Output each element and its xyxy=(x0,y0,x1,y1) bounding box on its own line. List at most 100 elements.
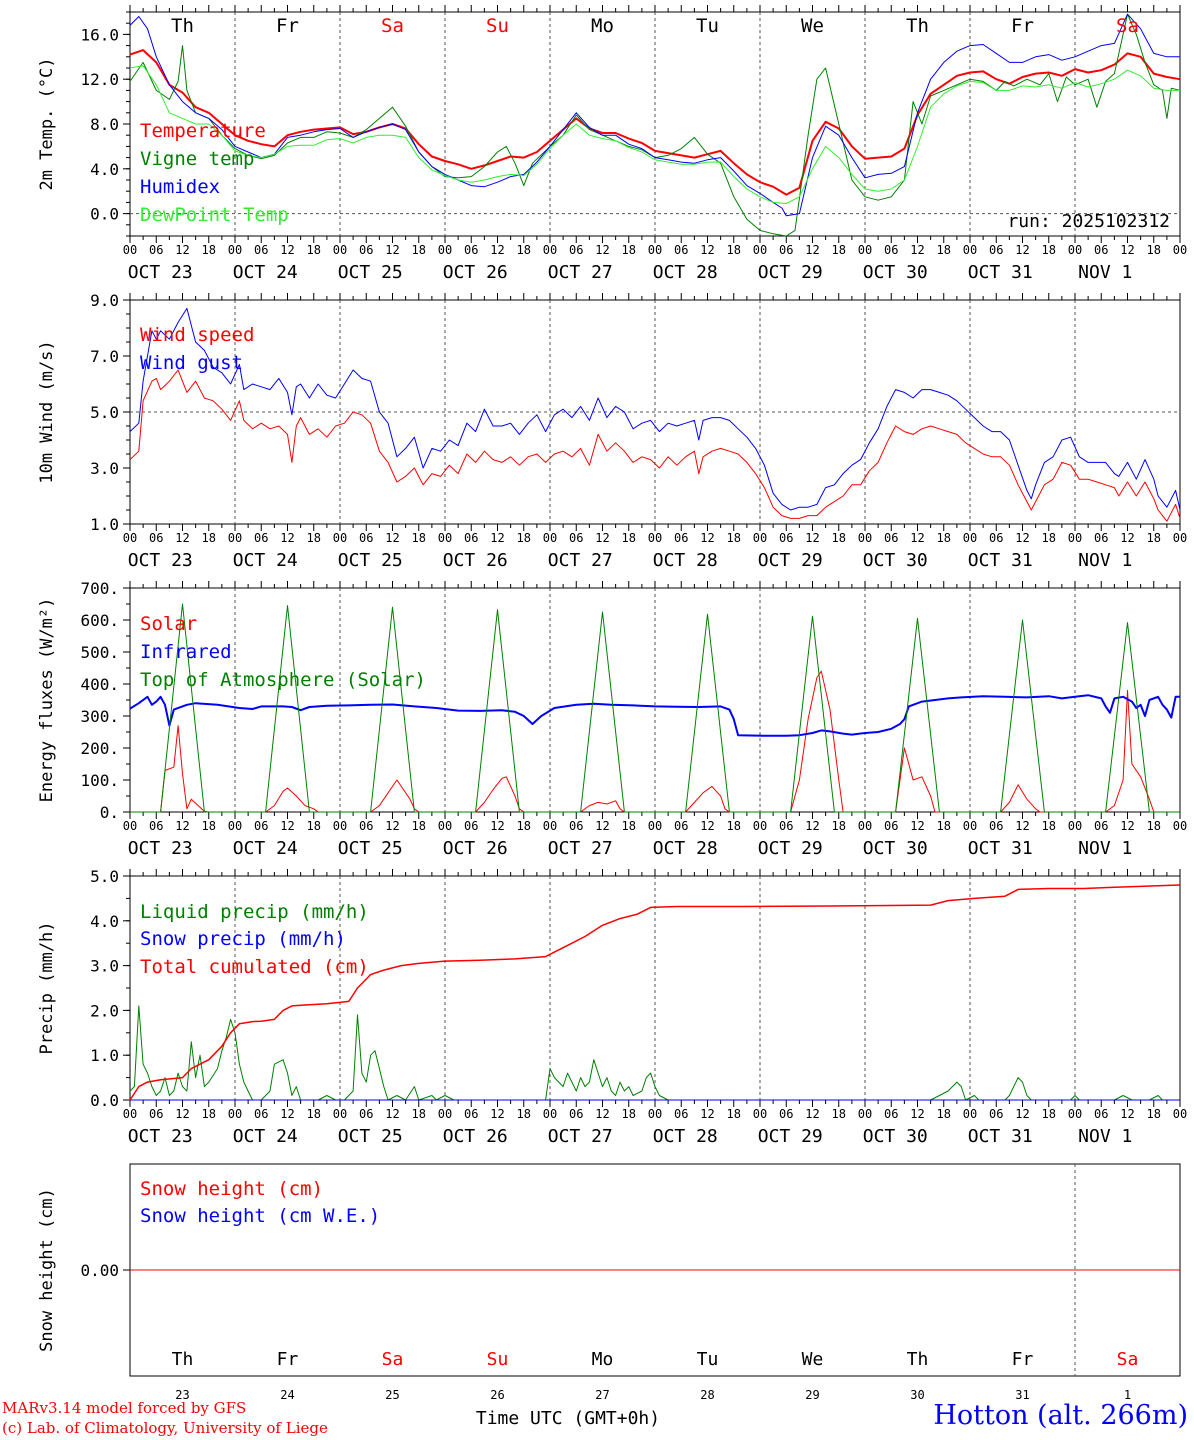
date-label: OCT 31 xyxy=(968,262,1033,283)
hour-tick-label: 12 xyxy=(595,1107,609,1121)
hour-tick-label: 18 xyxy=(1147,531,1161,545)
hour-tick-label: 18 xyxy=(832,243,846,257)
hour-tick-label: 06 xyxy=(779,531,793,545)
hour-tick-label: 06 xyxy=(254,819,268,833)
hour-tick-label: 18 xyxy=(622,1107,636,1121)
series-line-solar xyxy=(130,670,1180,813)
hour-tick-label: 00 xyxy=(1068,531,1082,545)
hour-tick-label: 00 xyxy=(648,531,662,545)
series-line-wind-gust xyxy=(129,307,1181,511)
hour-tick-label: 18 xyxy=(307,1107,321,1121)
y-tick-label: 4.0 xyxy=(90,160,119,179)
hour-tick-label: 00 xyxy=(123,243,137,257)
hour-tick-label: 12 xyxy=(175,1107,189,1121)
weekday-label-bottom: Th xyxy=(907,1349,929,1370)
hour-tick-label: 18 xyxy=(412,531,426,545)
hour-tick-label: 12 xyxy=(490,819,504,833)
time-axis-label: Time UTC (GMT+0h) xyxy=(476,1408,660,1429)
hour-tick-label: 12 xyxy=(700,1107,714,1121)
hour-tick-label: 12 xyxy=(385,819,399,833)
hour-tick-label: 00 xyxy=(123,819,137,833)
series-line-humidex xyxy=(129,13,1180,217)
hour-tick-label: 06 xyxy=(674,243,688,257)
hour-tick-label: 18 xyxy=(622,531,636,545)
hour-tick-label: 18 xyxy=(1147,1107,1161,1121)
day-number-label: 1 xyxy=(1124,1388,1131,1402)
weekday-label-bottom: Fr xyxy=(277,1349,299,1370)
y-axis-label: Snow height (cm) xyxy=(37,1188,57,1352)
hour-tick-label: 18 xyxy=(412,819,426,833)
date-label: OCT 30 xyxy=(863,262,928,283)
hour-tick-label: 12 xyxy=(595,819,609,833)
day-number-label: 24 xyxy=(280,1388,294,1402)
hour-tick-label: 18 xyxy=(412,1107,426,1121)
hour-tick-label: 00 xyxy=(963,243,977,257)
hour-tick-label: 06 xyxy=(254,243,268,257)
weekday-label-top: Tu xyxy=(696,15,719,37)
hour-tick-label: 00 xyxy=(543,819,557,833)
y-tick-label: 100. xyxy=(80,771,119,790)
date-label: OCT 27 xyxy=(548,262,613,283)
series-line-total-cumulated-cm- xyxy=(129,884,1181,1101)
date-label: OCT 26 xyxy=(443,1126,508,1147)
hour-tick-label: 12 xyxy=(175,531,189,545)
date-label: OCT 31 xyxy=(968,550,1033,571)
date-label: OCT 29 xyxy=(758,262,823,283)
hour-tick-label: 18 xyxy=(937,243,951,257)
date-label: OCT 29 xyxy=(758,1126,823,1147)
hour-tick-label: 18 xyxy=(202,531,216,545)
hour-tick-label: 18 xyxy=(937,819,951,833)
y-tick-label: 1.0 xyxy=(90,1046,119,1065)
series-line-temperature xyxy=(129,49,1181,196)
legend-entry: Solar xyxy=(140,613,197,635)
hour-tick-label: 18 xyxy=(202,819,216,833)
hour-tick-label: 12 xyxy=(280,819,294,833)
date-label: OCT 23 xyxy=(128,262,193,283)
hour-tick-label: 06 xyxy=(1094,1107,1108,1121)
date-label: OCT 23 xyxy=(128,838,193,859)
y-tick-label: 200. xyxy=(80,739,119,758)
hour-tick-label: 00 xyxy=(543,1107,557,1121)
hour-tick-label: 12 xyxy=(910,819,924,833)
y-tick-label: 4.0 xyxy=(90,912,119,931)
weekday-label-top: Th xyxy=(171,15,194,37)
hour-tick-label: 18 xyxy=(622,243,636,257)
hour-tick-label: 06 xyxy=(779,1107,793,1121)
hour-tick-label: 00 xyxy=(753,1107,767,1121)
y-tick-label: 0.00 xyxy=(80,1261,119,1280)
hour-tick-label: 06 xyxy=(569,243,583,257)
legend-entry: Snow height (cm W.E.) xyxy=(140,1205,380,1227)
hour-tick-label: 06 xyxy=(884,819,898,833)
hour-tick-label: 06 xyxy=(1094,531,1108,545)
hour-tick-label: 18 xyxy=(202,243,216,257)
hour-tick-label: 06 xyxy=(149,819,163,833)
hour-tick-label: 06 xyxy=(569,819,583,833)
hour-tick-label: 00 xyxy=(648,243,662,257)
hour-tick-label: 06 xyxy=(464,243,478,257)
hour-tick-label: 06 xyxy=(149,531,163,545)
hour-tick-label: 06 xyxy=(884,1107,898,1121)
y-tick-label: 5.0 xyxy=(90,403,119,422)
hour-tick-label: 00 xyxy=(438,1107,452,1121)
hour-tick-label: 12 xyxy=(1120,243,1134,257)
date-label: OCT 25 xyxy=(338,262,403,283)
run-label: run: 2025102312 xyxy=(1007,211,1170,232)
date-label: OCT 24 xyxy=(233,550,298,571)
legend-entry: Vigne temp xyxy=(140,148,254,170)
y-tick-label: 1.0 xyxy=(90,515,119,534)
hour-tick-label: 18 xyxy=(1042,243,1056,257)
legend-entry: Liquid precip (mm/h) xyxy=(140,901,369,923)
hour-tick-label: 00 xyxy=(228,819,242,833)
date-label: OCT 26 xyxy=(443,550,508,571)
hour-tick-label: 06 xyxy=(989,819,1003,833)
hour-tick-label: 06 xyxy=(674,531,688,545)
hour-tick-label: 00 xyxy=(963,531,977,545)
weekday-label-top: Su xyxy=(486,15,509,37)
hour-tick-label: 18 xyxy=(727,819,741,833)
date-label: OCT 24 xyxy=(233,838,298,859)
hour-tick-label: 18 xyxy=(832,1107,846,1121)
y-tick-label: 7.0 xyxy=(90,347,119,366)
series-line-wind-speed xyxy=(129,369,1181,522)
hour-tick-label: 06 xyxy=(359,1107,373,1121)
